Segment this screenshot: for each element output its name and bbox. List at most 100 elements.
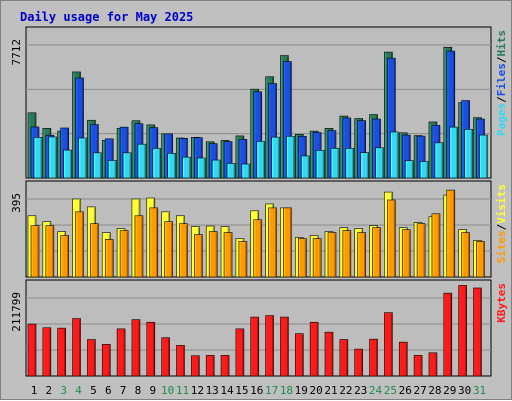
bar-kbytes-day-25 — [384, 312, 393, 377]
bar-kbytes-day-17 — [265, 315, 274, 377]
legend-volume: KBytes — [495, 283, 508, 323]
bar-sites-day-22 — [342, 230, 352, 278]
bar-kbytes-day-6 — [101, 344, 111, 377]
bar-kbytes-day-7 — [116, 328, 126, 377]
bar-pages-day-13 — [211, 159, 221, 179]
xtick-day-11: 11 — [176, 384, 189, 397]
bar-pages-day-22 — [345, 148, 355, 179]
bar-pages-day-31 — [479, 134, 488, 179]
bar-kbytes-day-23 — [354, 348, 364, 377]
bar-sites-day-1 — [30, 225, 40, 278]
bar-sites-day-6 — [104, 239, 114, 278]
bar-kbytes-day-4 — [72, 318, 81, 377]
xtick-day-13: 13 — [206, 384, 219, 397]
bar-sites-day-8 — [134, 215, 144, 278]
bar-kbytes-day-10 — [161, 337, 170, 377]
panel-volume: 211799 KBytes — [10, 279, 508, 377]
ytick-visitors: 395 — [10, 193, 23, 213]
bar-pages-day-18 — [286, 135, 295, 179]
bar-sites-day-29 — [446, 189, 456, 278]
legend-separator: / — [495, 56, 508, 63]
series-pages — [33, 126, 488, 179]
bar-sites-day-24 — [372, 227, 381, 278]
bar-pages-day-11 — [182, 156, 191, 179]
bar-pages-day-8 — [137, 143, 147, 179]
ytick-volume: 211799 — [10, 292, 23, 332]
series-kbytes — [27, 285, 482, 377]
bar-sites-day-26 — [401, 229, 411, 278]
bar-sites-day-15 — [238, 241, 248, 278]
bar-kbytes-day-13 — [205, 355, 215, 377]
panel-visitors: 395 Sites/Visits — [10, 180, 508, 278]
bar-kbytes-day-2 — [42, 327, 52, 377]
bar-sites-day-14 — [223, 232, 233, 278]
bar-pages-day-25 — [390, 131, 399, 179]
legend-visitors: Sites/Visits — [495, 184, 508, 264]
bar-pages-day-23 — [360, 152, 370, 179]
bar-sites-day-21 — [327, 232, 337, 278]
bar-kbytes-day-19 — [294, 333, 304, 377]
xtick-day-10: 10 — [161, 384, 174, 397]
xtick-day-18: 18 — [280, 384, 293, 397]
xtick-day-19: 19 — [295, 384, 308, 397]
bar-pages-day-28 — [434, 142, 444, 179]
bar-pages-day-19 — [300, 155, 310, 179]
bar-sites-day-18 — [283, 207, 292, 278]
bar-pages-day-29 — [449, 126, 459, 179]
bar-pages-day-9 — [152, 148, 162, 179]
xtick-day-6: 6 — [105, 384, 112, 397]
xtick-day-27: 27 — [413, 384, 426, 397]
xtick-day-12: 12 — [191, 384, 204, 397]
xtick-day-16: 16 — [250, 384, 263, 397]
bar-kbytes-day-11 — [176, 345, 185, 377]
bar-pages-day-24 — [375, 147, 384, 179]
xtick-day-5: 5 — [90, 384, 97, 397]
bar-sites-day-5 — [90, 223, 99, 278]
bar-sites-day-13 — [208, 231, 218, 278]
bar-kbytes-day-18 — [280, 316, 289, 377]
legend-sites: Sites — [495, 230, 508, 263]
bar-pages-day-20 — [315, 150, 325, 179]
bar-kbytes-day-20 — [309, 321, 319, 377]
bar-kbytes-day-1 — [27, 323, 37, 377]
chart-title: Daily usage for May 2025 — [20, 10, 193, 24]
bar-kbytes-day-30 — [458, 285, 467, 377]
xtick-day-21: 21 — [324, 384, 337, 397]
bar-sites-day-23 — [357, 232, 367, 278]
legend-files: Files — [495, 63, 508, 96]
xtick-day-4: 4 — [75, 384, 82, 397]
bar-kbytes-day-24 — [369, 338, 378, 377]
bar-sites-day-4 — [75, 211, 84, 278]
legend-kbytes: KBytes — [495, 283, 508, 323]
bar-pages-day-4 — [78, 137, 87, 179]
bar-sites-day-30 — [461, 232, 470, 278]
xtick-day-23: 23 — [354, 384, 367, 397]
bar-pages-day-21 — [330, 148, 340, 179]
bar-kbytes-day-12 — [191, 355, 200, 377]
bar-pages-day-1 — [33, 136, 43, 179]
bar-sites-day-7 — [119, 230, 129, 278]
xtick-day-7: 7 — [120, 384, 127, 397]
bar-kbytes-day-3 — [57, 327, 67, 377]
xtick-day-20: 20 — [310, 384, 323, 397]
bar-kbytes-day-31 — [473, 287, 482, 377]
bar-pages-day-2 — [48, 136, 58, 179]
bar-pages-day-27 — [419, 161, 429, 179]
bar-sites-day-3 — [60, 235, 70, 278]
xtick-day-25: 25 — [384, 384, 397, 397]
bar-pages-day-6 — [107, 160, 117, 179]
legend-hits: Hits — [495, 30, 508, 57]
bar-kbytes-day-14 — [220, 355, 230, 377]
bar-sites-day-27 — [416, 223, 426, 278]
legend-pages: Pages — [495, 103, 508, 136]
xtick-day-22: 22 — [339, 384, 352, 397]
bar-kbytes-day-27 — [413, 355, 423, 377]
bar-pages-day-3 — [63, 149, 73, 179]
legend-traffic: Pages/Files/Hits — [495, 30, 508, 136]
legend-separator: / — [495, 96, 508, 103]
bar-sites-day-10 — [164, 221, 173, 278]
xtick-day-28: 28 — [428, 384, 441, 397]
